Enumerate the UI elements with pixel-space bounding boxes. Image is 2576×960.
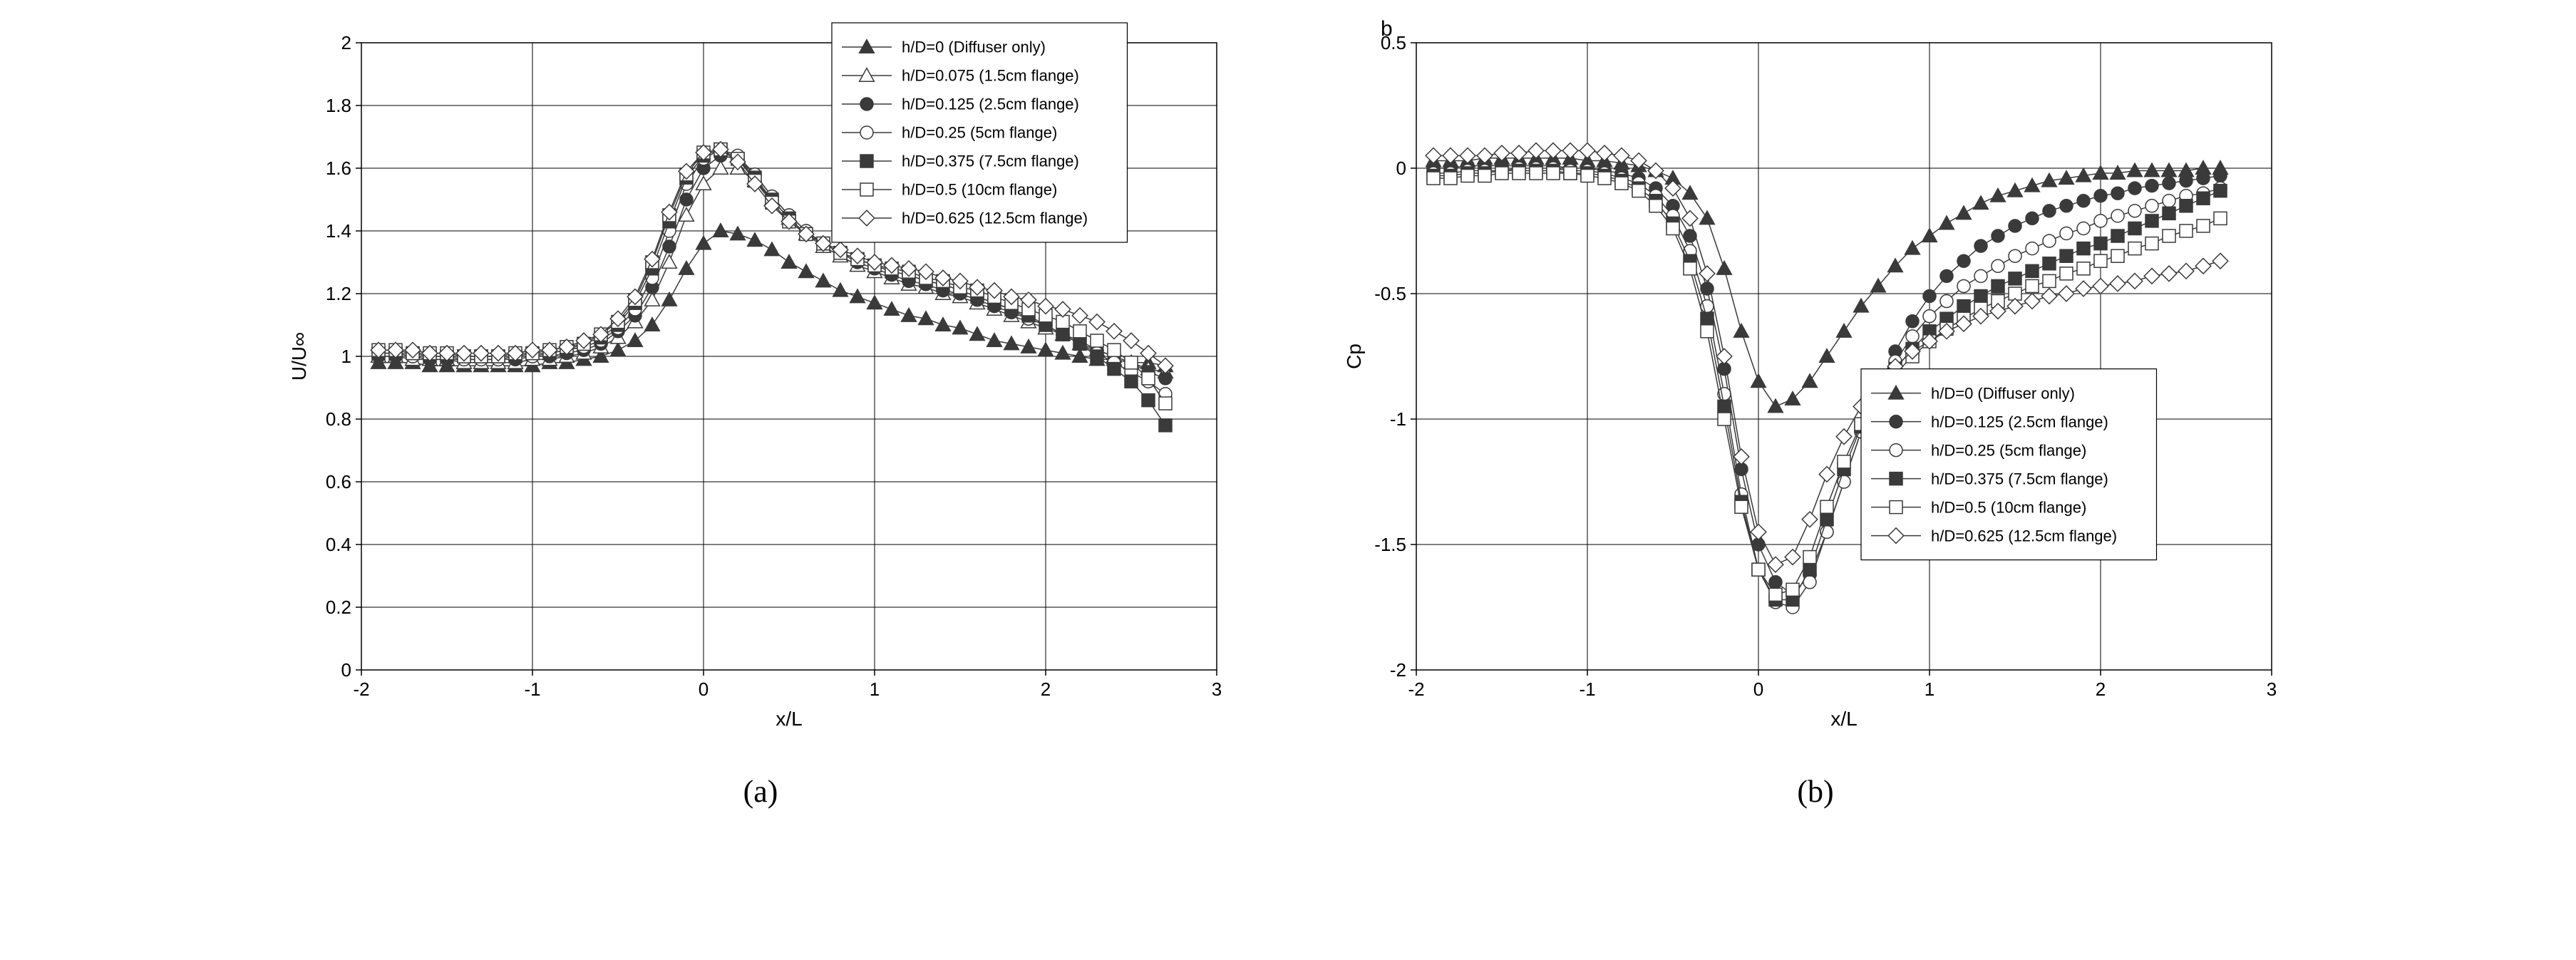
svg-text:h/D=0.375 (7.5cm flange): h/D=0.375 (7.5cm flange) <box>1931 470 2108 487</box>
svg-text:0.6: 0.6 <box>326 471 351 492</box>
svg-text:U/U∞: U/U∞ <box>288 332 310 381</box>
svg-text:-2: -2 <box>1408 678 1424 700</box>
svg-text:-1: -1 <box>1579 678 1595 700</box>
svg-text:0: 0 <box>1396 158 1406 179</box>
figure-page: -2 -1 0 1 2 3 0 0.2 0.4 0.6 0.8 1 1.2 1.4 1.6 1.8 2 x/L U/… <box>0 0 2576 824</box>
svg-text:2: 2 <box>2096 678 2106 700</box>
caption-a: (a) <box>743 773 778 810</box>
svg-text:2: 2 <box>1041 678 1051 700</box>
chart-b-wrap: b -2-10123-2-1.5-1-0.500.5x/LCph/D=0 (Di… <box>1338 21 2293 745</box>
svg-text:h/D=0.125 (2.5cm flange): h/D=0.125 (2.5cm flange) <box>902 96 1079 113</box>
svg-text:h/D=0.25 (5cm flange): h/D=0.25 (5cm flange) <box>902 124 1057 142</box>
svg-text:h/D=0.5 (10cm flange): h/D=0.5 (10cm flange) <box>902 181 1057 199</box>
svg-text:h/D=0.25 (5cm flange): h/D=0.25 (5cm flange) <box>1931 441 2086 459</box>
svg-text:3: 3 <box>2267 678 2277 700</box>
panel-letter-b: b <box>1381 17 1393 41</box>
svg-text:h/D=0 (Diffuser only): h/D=0 (Diffuser only) <box>902 38 1046 56</box>
svg-text:-1: -1 <box>1390 408 1406 430</box>
svg-text:h/D=0.625 (12.5cm flange): h/D=0.625 (12.5cm flange) <box>1931 527 2117 544</box>
svg-text:3: 3 <box>1212 678 1222 700</box>
svg-text:h/D=0.125 (2.5cm flange): h/D=0.125 (2.5cm flange) <box>1931 413 2108 430</box>
svg-text:1: 1 <box>341 346 351 367</box>
legend: h/D=0 (Diffuser only) h/D=0.125 (2.5cm fl… <box>1861 369 2157 560</box>
svg-text:0.2: 0.2 <box>326 597 351 618</box>
svg-text:0: 0 <box>699 678 709 700</box>
caption-b: (b) <box>1797 773 1833 810</box>
svg-text:2: 2 <box>341 32 351 53</box>
svg-text:-2: -2 <box>1390 659 1406 681</box>
svg-text:h/D=0.075 (1.5cm flange): h/D=0.075 (1.5cm flange) <box>902 67 1079 85</box>
svg-text:h/D=0.375 (7.5cm flange): h/D=0.375 (7.5cm flange) <box>902 153 1079 170</box>
svg-text:x/L: x/L <box>1830 708 1857 730</box>
svg-text:-1: -1 <box>524 678 540 700</box>
chart-b: -2-10123-2-1.5-1-0.500.5x/LCph/D=0 (Diff… <box>1338 21 2293 741</box>
svg-text:x/L: x/L <box>776 708 802 730</box>
svg-text:0: 0 <box>341 659 351 681</box>
svg-text:-1.5: -1.5 <box>1374 534 1406 555</box>
legend: h/D=0 (Diffuser only) h/D=0.075 (1.5cm fl… <box>832 23 1128 242</box>
svg-text:-0.5: -0.5 <box>1374 283 1406 304</box>
svg-text:1: 1 <box>870 678 880 700</box>
svg-text:-2: -2 <box>353 678 369 700</box>
svg-text:1: 1 <box>1925 678 1934 700</box>
svg-text:Cp: Cp <box>1343 344 1365 369</box>
svg-text:1.2: 1.2 <box>326 283 351 304</box>
panel-b: b -2-10123-2-1.5-1-0.500.5x/LCph/D=0 (Di… <box>1338 21 2293 810</box>
chart-a-wrap: -2 -1 0 1 2 3 0 0.2 0.4 0.6 0.8 1 1.2 1.4 1.6 1.8 2 x/L U/… <box>283 21 1238 745</box>
svg-text:h/D=0 (Diffuser only): h/D=0 (Diffuser only) <box>1931 384 2075 402</box>
svg-text:h/D=0.625 (12.5cm flange): h/D=0.625 (12.5cm flange) <box>902 210 1088 227</box>
panel-a: -2 -1 0 1 2 3 0 0.2 0.4 0.6 0.8 1 1.2 1.4 1.6 1.8 2 x/L U/… <box>283 21 1238 810</box>
svg-text:0: 0 <box>1753 678 1763 700</box>
svg-text:1.6: 1.6 <box>326 158 351 179</box>
svg-text:0.8: 0.8 <box>326 408 351 430</box>
svg-text:1.8: 1.8 <box>326 95 351 116</box>
svg-text:0.4: 0.4 <box>326 534 351 555</box>
chart-a: -2 -1 0 1 2 3 0 0.2 0.4 0.6 0.8 1 1.2 1.4 1.6 1.8 2 x/L U/… <box>283 21 1238 741</box>
svg-text:h/D=0.5 (10cm flange): h/D=0.5 (10cm flange) <box>1931 498 2086 516</box>
svg-text:1.4: 1.4 <box>326 220 351 242</box>
